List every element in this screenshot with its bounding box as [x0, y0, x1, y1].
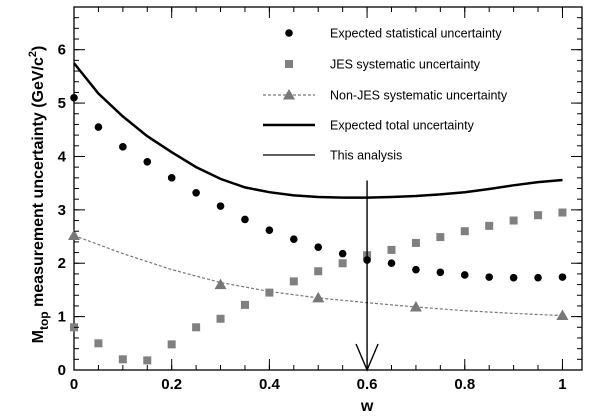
- y-tick-label: 6: [58, 42, 66, 59]
- y-label-superscript: 2: [27, 51, 39, 57]
- stat-point: [436, 268, 445, 277]
- jes-point: [338, 259, 347, 268]
- jes-point: [534, 211, 543, 220]
- stat-point: [509, 273, 518, 282]
- jes-point: [192, 323, 201, 332]
- stat-point: [94, 123, 103, 131]
- jes-point: [289, 277, 298, 286]
- stat-point: [167, 174, 176, 182]
- legend-non-jes-marker: [283, 89, 295, 100]
- stat-point: [314, 243, 323, 252]
- jes-point: [387, 245, 396, 254]
- stat-point: [192, 188, 200, 197]
- x-tick-label: 0.2: [161, 376, 182, 393]
- legend-stat-marker: [285, 29, 293, 37]
- x-tick-label: 0.4: [259, 376, 281, 393]
- stat-point: [119, 143, 127, 151]
- jes-point: [509, 216, 518, 225]
- non-jes-point: [556, 309, 569, 321]
- legend-total-label: Expected total uncertainty: [330, 119, 475, 133]
- stat-point: [534, 273, 542, 282]
- stat-point: [70, 93, 78, 102]
- y-tick-label: 3: [58, 202, 66, 219]
- stat-point: [412, 265, 420, 274]
- y-label-main: M: [30, 330, 47, 343]
- x-tick-label: 1: [558, 376, 566, 393]
- plot-border: [73, 6, 583, 371]
- y-tick-label: 4: [58, 148, 67, 165]
- stat-point: [216, 202, 225, 210]
- legend-stat-label: Expected statistical uncertainty: [330, 27, 502, 41]
- legend-jes-label: JES systematic uncertainty: [330, 58, 481, 72]
- legend: Expected statistical uncertainty JES syst…: [263, 27, 508, 163]
- total-uncertainty-curve: [73, 62, 563, 199]
- stat-point: [290, 235, 298, 244]
- x-axis-label: w: [360, 398, 374, 415]
- jes-point: [265, 288, 274, 297]
- stat-point: [241, 215, 249, 224]
- non-jes-point: [409, 301, 422, 312]
- jes-point: [143, 356, 152, 365]
- stat-point: [485, 273, 493, 281]
- legend-non-jes-label: Non-JES systematic uncertainty: [330, 89, 508, 103]
- y-tick-label: 0: [58, 362, 66, 379]
- plot-area: [73, 6, 583, 371]
- y-tick-label: 5: [58, 95, 66, 112]
- y-label-subscript: top: [37, 311, 51, 330]
- stat-point: [387, 259, 396, 268]
- jes-point: [314, 267, 323, 276]
- jes-point: [118, 355, 127, 364]
- series-layer: [68, 62, 569, 372]
- non-jes-point: [68, 229, 80, 240]
- jes-point: [558, 208, 567, 217]
- stat-point: [143, 158, 152, 166]
- jes-point: [216, 314, 225, 323]
- stat-point: [460, 271, 469, 279]
- legend-analysis-label: This analysis: [330, 149, 402, 163]
- non-jes-point: [312, 291, 325, 303]
- y-label-rest: measurement uncertainty (GeV/c: [30, 57, 47, 311]
- stat-point: [265, 226, 274, 234]
- jes-point: [167, 340, 176, 349]
- stat-point: [558, 273, 567, 281]
- jes-point: [240, 300, 249, 309]
- y-tick-label: 2: [58, 255, 66, 272]
- jes-point: [94, 339, 103, 348]
- jes-point: [411, 238, 420, 247]
- y-tick-label: 1: [58, 309, 66, 326]
- non-jes-point: [214, 278, 227, 290]
- x-tick-label: 0: [70, 376, 78, 393]
- stat-point: [338, 249, 347, 258]
- jes-point: [460, 227, 469, 236]
- x-tick-label: 0.6: [357, 376, 378, 393]
- legend-jes-marker: [285, 60, 293, 68]
- y-label-close: ): [30, 46, 47, 51]
- jes-point: [436, 233, 445, 242]
- x-tick-label: 0.8: [454, 376, 475, 393]
- y-axis-label: Mtop measurement uncertainty (GeV/c2): [27, 46, 51, 344]
- axis-ticks: 0 0.2 0.4 0.6 0.8 1 0 1 2 3 4 5 6: [58, 7, 582, 393]
- jes-point: [485, 221, 494, 230]
